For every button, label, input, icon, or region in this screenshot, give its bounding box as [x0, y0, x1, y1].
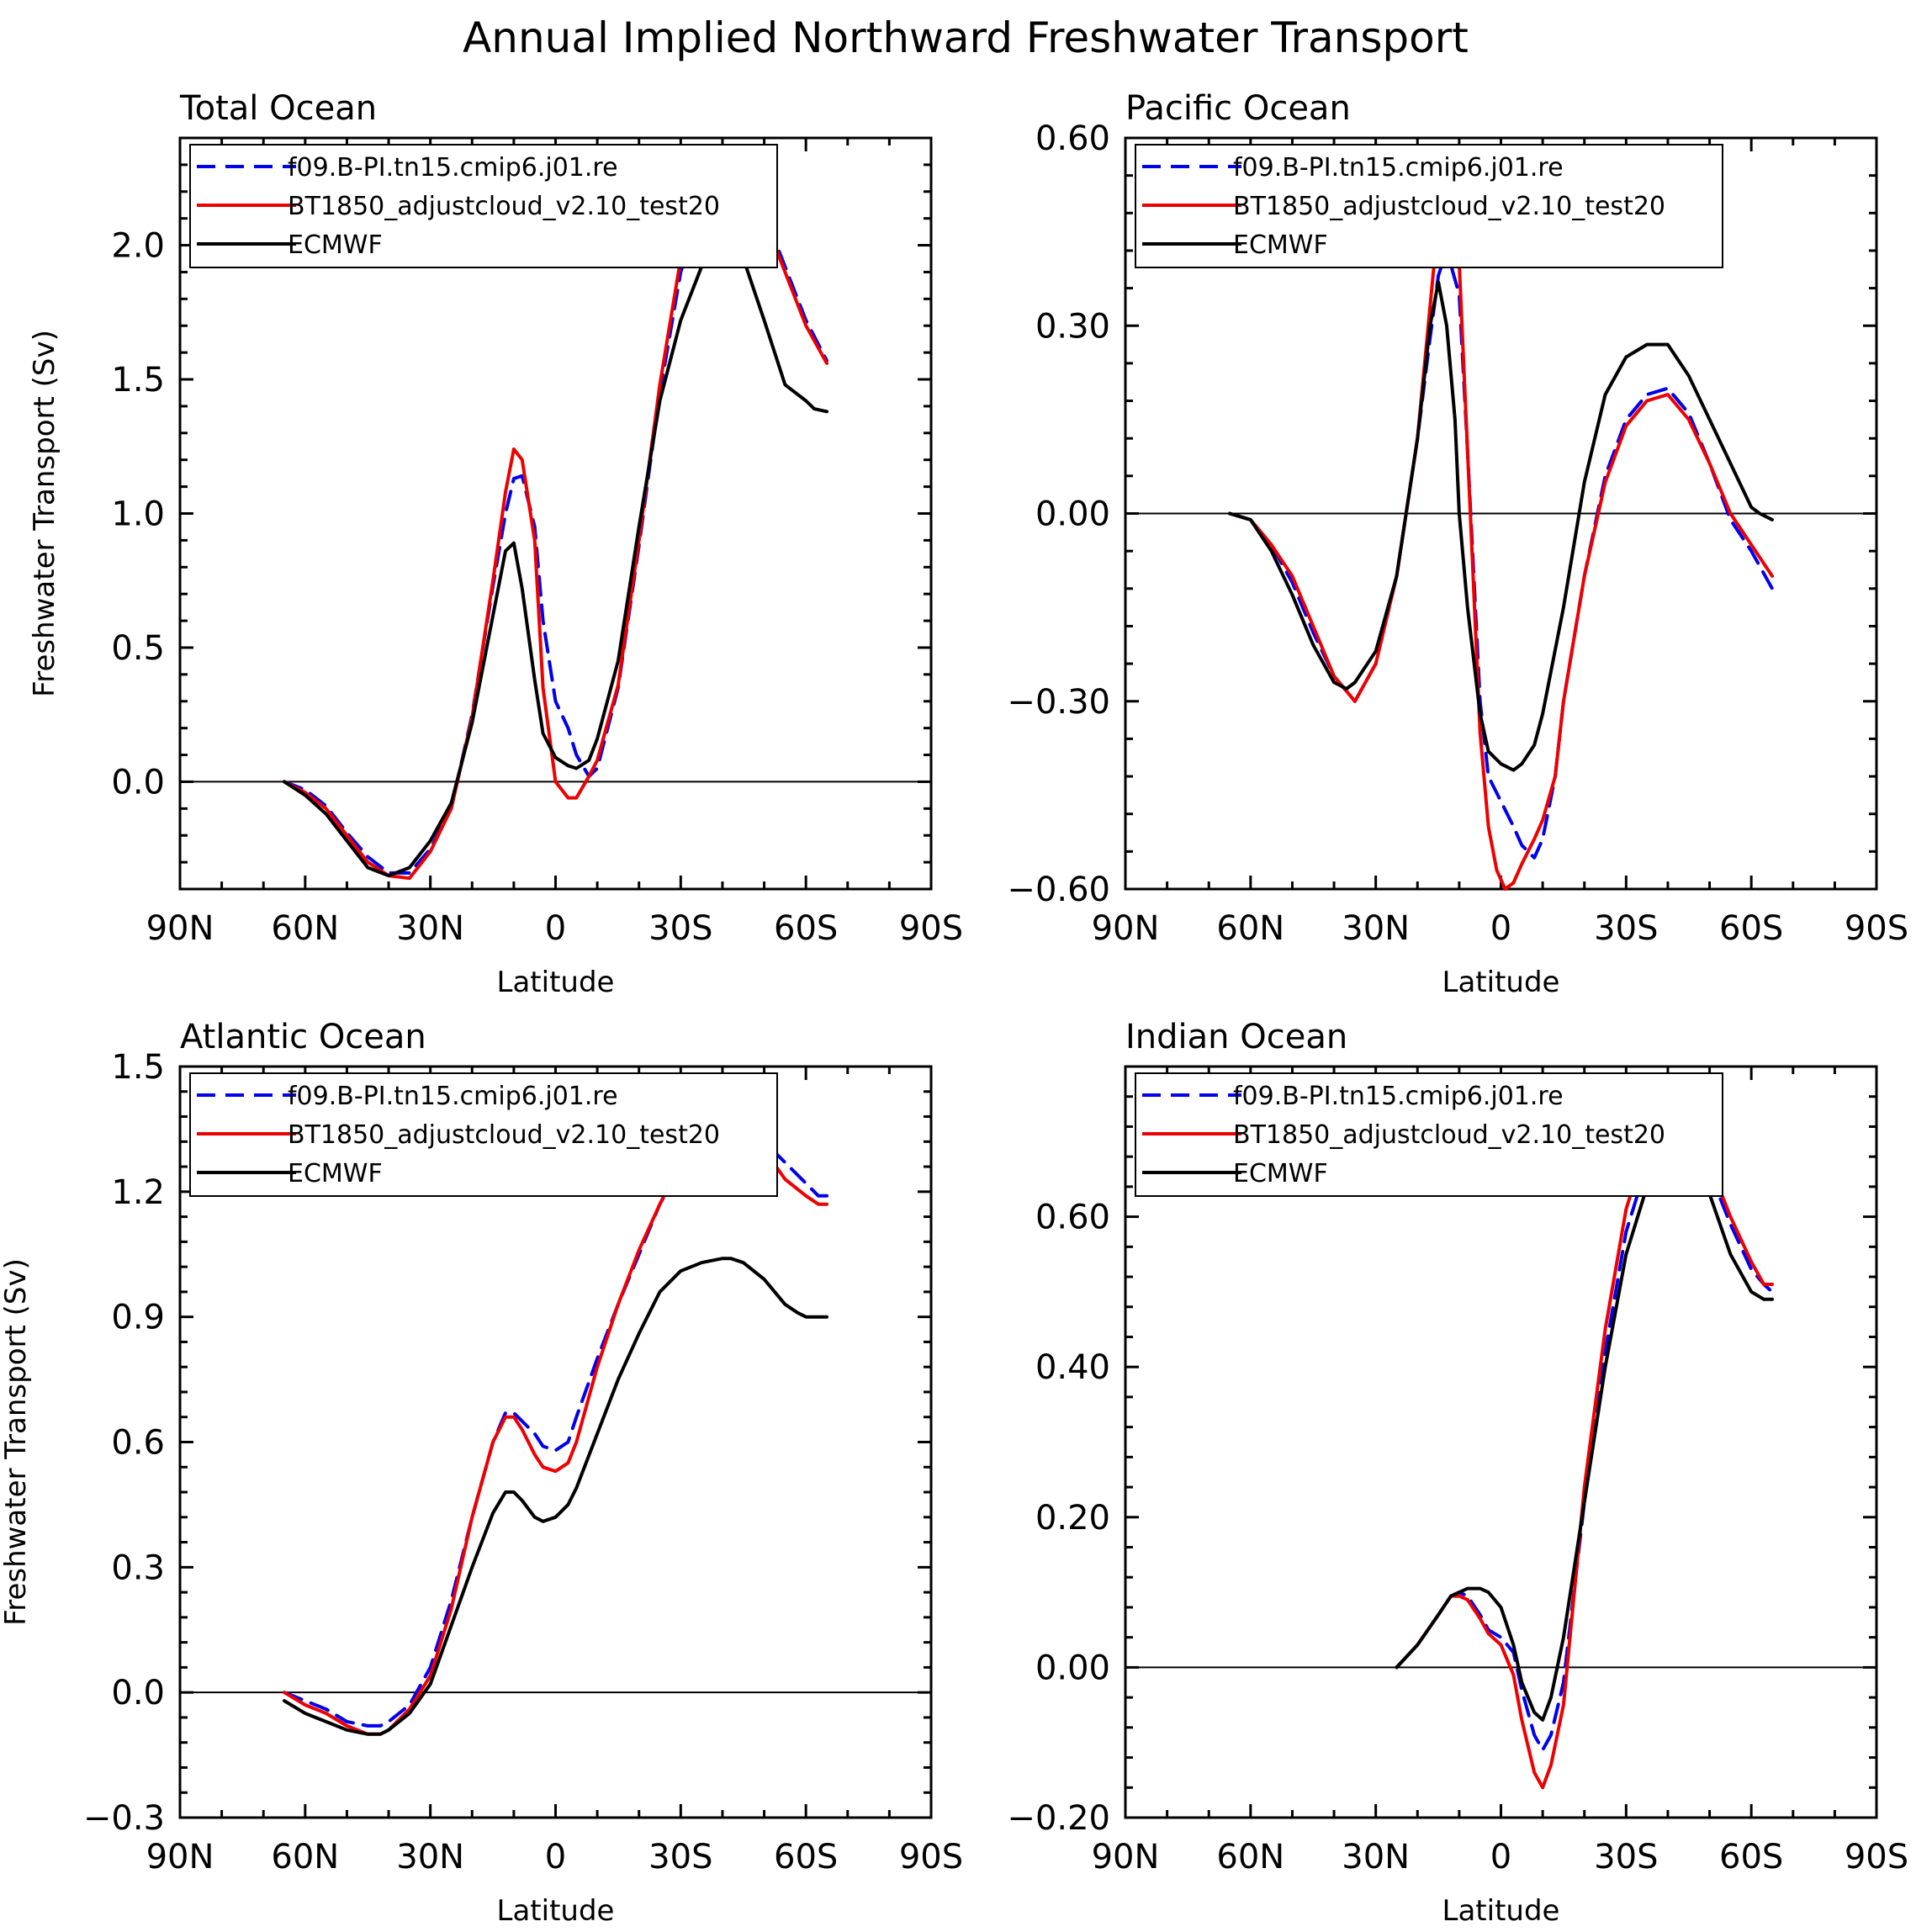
x-tick-label: 90N: [146, 1838, 214, 1876]
y-tick-label: 2.0: [111, 227, 165, 266]
legend-label: ECMWF: [288, 1159, 383, 1188]
y-tick-label: 0.3: [111, 1548, 165, 1587]
y-tick-label: 0.60: [1035, 1199, 1110, 1237]
x-tick-label: 60N: [271, 909, 339, 948]
x-tick-label: 0: [545, 909, 566, 948]
legend-label: ECMWF: [1233, 230, 1328, 260]
x-tick-label: 60N: [1216, 1838, 1284, 1876]
panel-title: Atlantic Ocean: [180, 1018, 426, 1056]
legend-label: BT1850_adjustcloud_v2.10_test20: [1233, 192, 1665, 221]
x-axis-label: Latitude: [497, 1894, 615, 1928]
legend-label: f09.B-PI.tn15.cmip6.j01.re: [288, 1082, 618, 1111]
legend-label: f09.B-PI.tn15.cmip6.j01.re: [1233, 1082, 1564, 1111]
x-tick-label: 90N: [1092, 1838, 1160, 1876]
x-tick-label: 0: [1490, 1838, 1511, 1876]
legend: f09.B-PI.tn15.cmip6.j01.re BT1850_adjustc…: [1135, 144, 1723, 268]
y-tick-label: 0.9: [111, 1299, 165, 1337]
y-tick-label: 0.0: [111, 763, 165, 802]
legend-label: BT1850_adjustcloud_v2.10_test20: [288, 1120, 720, 1150]
x-tick-label: 60S: [774, 1838, 838, 1876]
x-tick-label: 60N: [271, 1838, 339, 1876]
x-tick-label: 60S: [1719, 909, 1783, 948]
x-tick-label: 0: [1490, 909, 1511, 948]
x-tick-label: 90N: [146, 909, 214, 948]
y-tick-label: −0.3: [83, 1799, 165, 1838]
legend-label: BT1850_adjustcloud_v2.10_test20: [288, 192, 720, 221]
panel-title: Pacific Ocean: [1125, 89, 1351, 128]
x-tick-label: 90S: [899, 909, 963, 948]
panel-indian-ocean: 90N 60N 30N 0 30S 60S 90S −0.20 0.00 0.20 0.40 0.60…: [1007, 1018, 1908, 1928]
x-tick-label: 60S: [774, 909, 838, 948]
y-tick-label: −0.30: [1007, 683, 1110, 722]
x-tick-label: 90S: [899, 1838, 963, 1876]
panel-total-ocean: 90N 60N 30N 0 30S 60S 90S 0.0 0.5 1.0 1.5 2.0 Total …: [28, 89, 963, 999]
y-tick-label: 0.5: [111, 629, 165, 668]
series-line-ecmwf: [283, 1257, 828, 1736]
panel-title: Total Ocean: [179, 89, 377, 128]
x-tick-label: 30S: [1594, 1838, 1658, 1876]
x-axis-label: Latitude: [1442, 966, 1560, 999]
x-tick-label: 90S: [1845, 1838, 1908, 1876]
x-tick-label: 0: [545, 1838, 566, 1876]
x-tick-label: 30S: [648, 1838, 712, 1876]
y-tick-label: 0.40: [1035, 1348, 1110, 1387]
x-tick-label: 30N: [396, 909, 464, 948]
x-tick-label: 90N: [1092, 909, 1160, 948]
x-tick-label: 30N: [1342, 909, 1410, 948]
x-tick-label: 30N: [396, 1838, 464, 1876]
y-tick-label: 0.30: [1035, 307, 1110, 346]
series-line-bt1850-adjustcloud-v2-10-test20: [1228, 186, 1774, 891]
panel-title: Indian Ocean: [1125, 1018, 1347, 1056]
legend-label: f09.B-PI.tn15.cmip6.j01.re: [288, 153, 618, 183]
x-tick-label: 30S: [1594, 909, 1658, 948]
x-tick-label: 30N: [1342, 1838, 1410, 1876]
y-tick-label: 0.20: [1035, 1499, 1110, 1538]
x-axis-label: Latitude: [497, 966, 615, 999]
y-tick-label: 1.2: [111, 1173, 165, 1212]
x-tick-label: 60S: [1719, 1838, 1783, 1876]
y-axis-label: Freshwater Transport (Sv): [28, 330, 61, 697]
legend: f09.B-PI.tn15.cmip6.j01.re BT1850_adjustc…: [189, 1072, 778, 1197]
legend-label: f09.B-PI.tn15.cmip6.j01.re: [1233, 153, 1564, 183]
x-tick-label: 60N: [1216, 909, 1284, 948]
panel-atlantic-ocean: 90N 60N 30N 0 30S 60S 90S −0.3 0.0 0.3 0.6 0.9 1.2 1.…: [0, 1018, 963, 1928]
y-tick-label: 1.0: [111, 495, 165, 534]
x-axis-label: Latitude: [1442, 1894, 1560, 1928]
y-tick-label: 1.5: [111, 1048, 165, 1087]
y-tick-label: 0.00: [1035, 495, 1110, 534]
x-tick-label: 90S: [1845, 909, 1908, 948]
y-tick-label: 0.0: [111, 1674, 165, 1712]
figure-title: Annual Implied Northward Freshwater Tran…: [463, 13, 1469, 62]
series-line-ecmwf: [1228, 280, 1774, 772]
y-tick-label: −0.20: [1007, 1799, 1110, 1838]
y-tick-label: 0.60: [1035, 119, 1110, 158]
legend-label: ECMWF: [1233, 1159, 1328, 1188]
legend-label: BT1850_adjustcloud_v2.10_test20: [1233, 1120, 1665, 1150]
y-tick-label: 1.5: [111, 361, 165, 400]
y-axis-label: Freshwater Transport (Sv): [0, 1258, 33, 1626]
y-tick-label: −0.60: [1007, 871, 1110, 909]
legend-label: ECMWF: [288, 230, 383, 260]
x-tick-label: 30S: [648, 909, 712, 948]
y-tick-label: 0.00: [1035, 1649, 1110, 1687]
legend: f09.B-PI.tn15.cmip6.j01.re BT1850_adjustc…: [189, 144, 778, 268]
panel-pacific-ocean: 90N 60N 30N 0 30S 60S 90S −0.60 −0.30 0.00 0.30 0.6…: [1007, 89, 1908, 999]
legend: f09.B-PI.tn15.cmip6.j01.re BT1850_adjustc…: [1135, 1072, 1723, 1197]
y-tick-label: 0.6: [111, 1424, 165, 1463]
